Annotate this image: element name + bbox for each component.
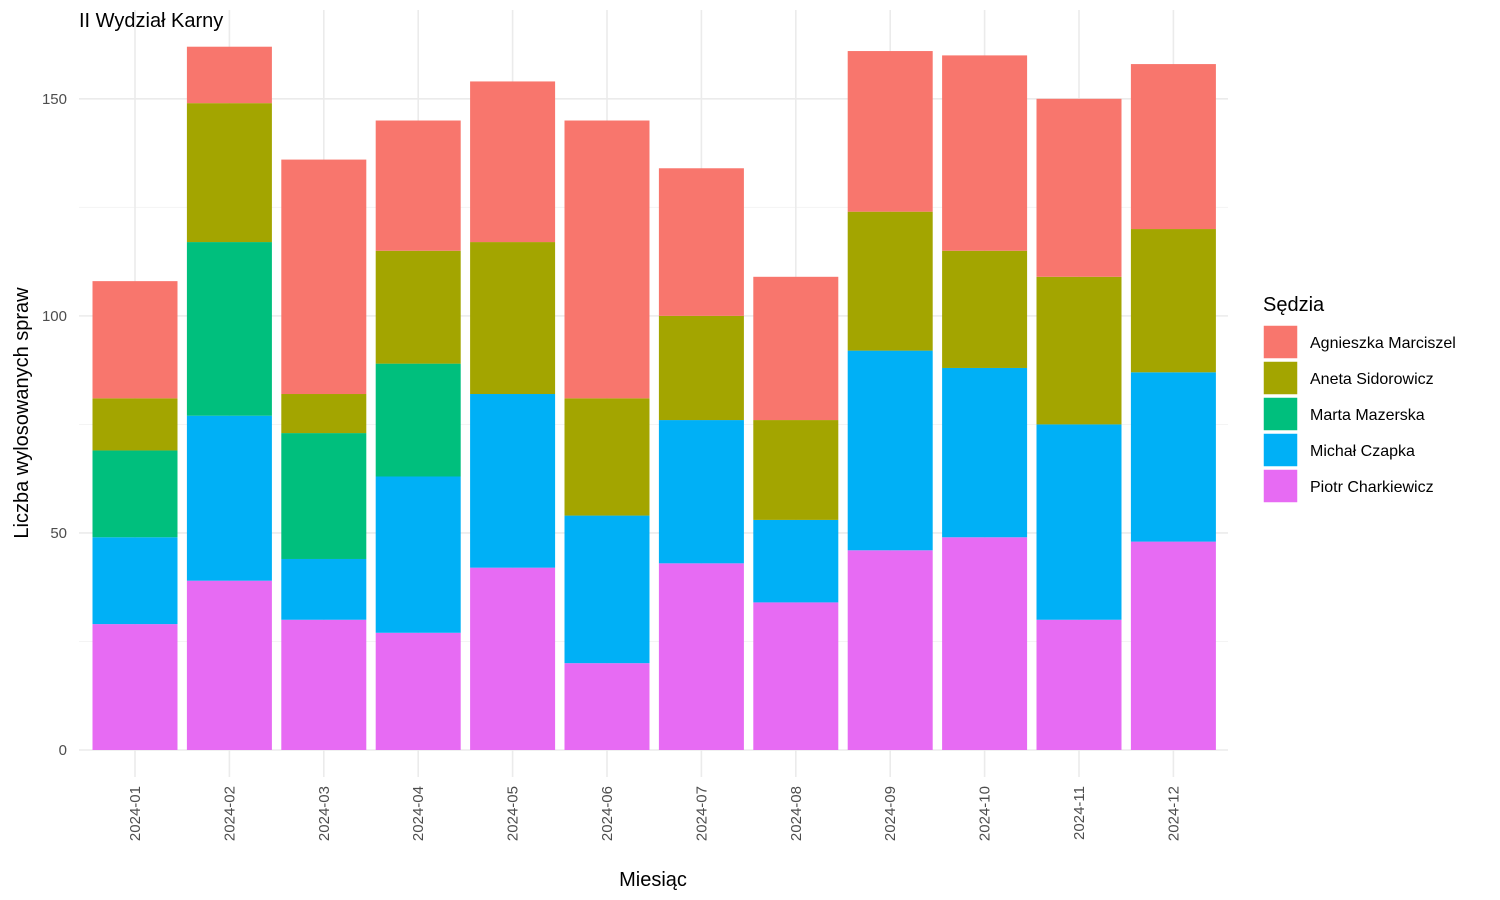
x-tick-label: 2024-11 (1071, 786, 1088, 840)
bar-piotr-charkiewicz-2024-12 (1130, 541, 1216, 750)
legend-key-marta-mazerska (1262, 396, 1299, 432)
bar-piotr-charkiewicz-2024-01 (92, 624, 178, 750)
legend-label-aneta-sidorowicz: Aneta Sidorowicz (1310, 371, 1434, 388)
x-tick-label: 2024-01 (127, 786, 144, 841)
bar-michal-czapka-2024-01 (92, 537, 178, 625)
bar-agnieszka-marciszel-2024-12 (1130, 64, 1216, 230)
legend-key-aneta-sidorowicz (1262, 360, 1299, 396)
bar-michal-czapka-2024-06 (564, 515, 650, 664)
bar-michal-czapka-2024-02 (186, 415, 272, 581)
bar-aneta-sidorowicz-2024-07 (658, 315, 744, 421)
bar-michal-czapka-2024-03 (281, 558, 367, 620)
x-tick-label: 2024-06 (599, 786, 616, 841)
x-tick-label: 2024-03 (316, 786, 333, 841)
x-tick-label: 2024-12 (1165, 786, 1182, 841)
bar-michal-czapka-2024-04 (375, 476, 461, 633)
bar-piotr-charkiewicz-2024-06 (564, 663, 650, 750)
bar-aneta-sidorowicz-2024-04 (375, 250, 461, 364)
bar-michal-czapka-2024-08 (753, 519, 839, 603)
bar-agnieszka-marciszel-2024-09 (847, 51, 933, 212)
bar-marta-mazerska-2024-04 (375, 363, 461, 477)
bar-agnieszka-marciszel-2024-06 (564, 120, 650, 399)
bar-piotr-charkiewicz-2024-07 (658, 563, 744, 750)
y-tick-label: 150 (42, 91, 67, 108)
x-tick-label: 2024-04 (410, 786, 427, 841)
bar-aneta-sidorowicz-2024-11 (1036, 276, 1122, 425)
chart-title: II Wydział Karny (79, 10, 223, 32)
bar-agnieszka-marciszel-2024-03 (281, 159, 367, 395)
bar-aneta-sidorowicz-2024-06 (564, 398, 650, 516)
bar-piotr-charkiewicz-2024-03 (281, 619, 367, 750)
bars (92, 46, 1216, 750)
legend-key-piotr-charkiewicz (1262, 468, 1299, 504)
bar-agnieszka-marciszel-2024-02 (186, 46, 272, 104)
bar-aneta-sidorowicz-2024-03 (281, 394, 367, 434)
x-tick-label: 2024-09 (882, 786, 899, 841)
x-tick-label: 2024-07 (693, 786, 710, 841)
bar-marta-mazerska-2024-01 (92, 450, 178, 538)
bar-aneta-sidorowicz-2024-10 (942, 250, 1028, 368)
y-tick-label: 50 (50, 525, 67, 542)
bar-aneta-sidorowicz-2024-08 (753, 420, 839, 520)
bar-agnieszka-marciszel-2024-01 (92, 281, 178, 399)
x-tick-label: 2024-08 (788, 786, 805, 841)
bar-piotr-charkiewicz-2024-05 (470, 567, 556, 750)
legend-label-piotr-charkiewicz: Piotr Charkiewicz (1310, 479, 1434, 496)
bar-piotr-charkiewicz-2024-02 (186, 580, 272, 750)
y-tick-label: 0 (59, 742, 67, 759)
x-tick-label: 2024-10 (977, 786, 994, 841)
legend-label-michal-czapka: Michał Czapka (1310, 443, 1415, 460)
bar-marta-mazerska-2024-03 (281, 433, 367, 559)
bar-agnieszka-marciszel-2024-08 (753, 276, 839, 421)
bar-piotr-charkiewicz-2024-09 (847, 550, 933, 750)
x-axis-ticks: 2024-01 2024-02 2024-03 2024-04 2024-05 2024-… (127, 786, 1182, 841)
bar-aneta-sidorowicz-2024-01 (92, 398, 178, 451)
legend: Sędzia Agnieszka Marciszel Aneta Sidorowi… (1262, 294, 1456, 504)
y-axis-ticks: 0 50 100 150 (42, 91, 67, 759)
bar-agnieszka-marciszel-2024-04 (375, 120, 461, 251)
legend-label-agnieszka-marciszel: Agnieszka Marciszel (1310, 335, 1456, 352)
y-axis-title: Liczba wylosowanych spraw (11, 287, 33, 539)
y-tick-label: 100 (42, 308, 67, 325)
x-tick-label: 2024-05 (505, 786, 522, 841)
bar-michal-czapka-2024-10 (942, 367, 1028, 538)
bar-aneta-sidorowicz-2024-09 (847, 211, 933, 351)
bar-marta-mazerska-2024-02 (186, 242, 272, 416)
bar-piotr-charkiewicz-2024-08 (753, 602, 839, 750)
bar-michal-czapka-2024-07 (658, 420, 744, 564)
x-tick-label: 2024-02 (221, 786, 238, 841)
bar-agnieszka-marciszel-2024-10 (942, 55, 1028, 251)
bar-agnieszka-marciszel-2024-07 (658, 168, 744, 316)
bar-michal-czapka-2024-05 (470, 394, 556, 568)
bar-agnieszka-marciszel-2024-11 (1036, 98, 1122, 277)
legend-label-marta-mazerska: Marta Mazerska (1310, 407, 1425, 424)
bar-michal-czapka-2024-11 (1036, 424, 1122, 620)
bar-piotr-charkiewicz-2024-10 (942, 537, 1028, 750)
legend-title: Sędzia (1263, 294, 1325, 316)
bar-aneta-sidorowicz-2024-05 (470, 242, 556, 395)
bar-aneta-sidorowicz-2024-12 (1130, 229, 1216, 373)
bar-michal-czapka-2024-12 (1130, 372, 1216, 542)
bar-aneta-sidorowicz-2024-02 (186, 103, 272, 243)
bar-agnieszka-marciszel-2024-05 (470, 81, 556, 243)
legend-key-agnieszka-marciszel (1262, 324, 1299, 360)
bar-piotr-charkiewicz-2024-11 (1036, 619, 1122, 750)
legend-key-michal-czapka (1262, 432, 1299, 468)
bar-piotr-charkiewicz-2024-04 (375, 632, 461, 750)
bar-michal-czapka-2024-09 (847, 350, 933, 551)
x-axis-title: Miesiąc (619, 869, 687, 891)
